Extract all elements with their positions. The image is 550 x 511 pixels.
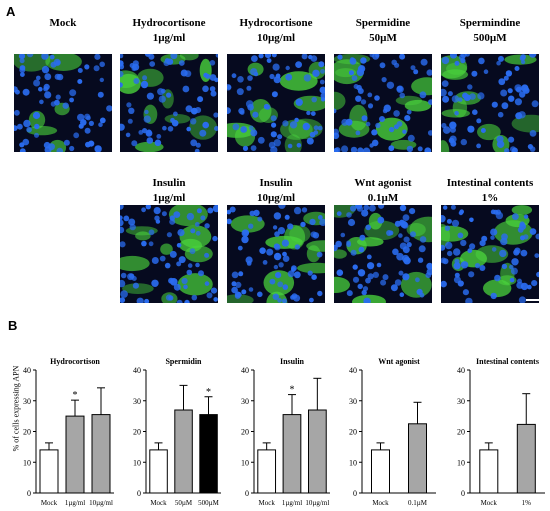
micrograph-1 (120, 54, 218, 152)
bar (91, 414, 111, 494)
bar (408, 423, 427, 494)
image-label-line2: 0.1µM (367, 192, 399, 204)
significance-star: * (290, 385, 295, 396)
y-tick-label: 30 (241, 397, 249, 406)
y-tick-label: 10 (349, 458, 357, 467)
image-label-line2: 500µM (473, 32, 507, 44)
y-tick-label: 0 (245, 489, 249, 498)
y-tick-label: 0 (461, 489, 465, 498)
bar (371, 449, 390, 494)
image-label-line2: 1µg/ml (152, 192, 186, 204)
y-tick-label: 20 (349, 428, 357, 437)
micrograph-0 (14, 54, 112, 152)
bar (65, 415, 85, 494)
category-label: 50µM (175, 499, 193, 507)
bar (39, 449, 59, 494)
image-label-line1: Hydrocortisone (239, 17, 313, 29)
y-tick-label: 10 (457, 458, 465, 467)
micrograph-4 (441, 54, 539, 152)
image-label-line2: 1% (481, 192, 499, 204)
y-tick-label: 30 (133, 397, 141, 406)
image-label-line1: Intestinal contents (446, 177, 534, 189)
image-label-line2: 1µg/ml (152, 32, 186, 44)
category-label: 1% (522, 499, 532, 507)
y-tick-label: 40 (133, 366, 141, 375)
y-tick-label: 0 (353, 489, 357, 498)
category-label: 0.1µM (408, 499, 428, 507)
image-label-line1: Hydrocortisone (132, 17, 206, 29)
category-label: 500µM (198, 499, 220, 507)
image-label-line1: Insulin (152, 177, 186, 189)
category-label: 1µg/ml (65, 499, 85, 507)
y-tick-label: 0 (137, 489, 141, 498)
bar (308, 409, 327, 494)
bar (149, 449, 168, 494)
y-tick-label: 40 (241, 366, 249, 375)
micrograph-3 (334, 54, 432, 152)
panel-a-letter: A (6, 4, 16, 19)
image-label-line1: Spermidine (355, 17, 411, 29)
chart-title: Intestinal contents (476, 357, 539, 366)
image-label-8: Intestinal contents 1% (431, 176, 549, 206)
image-label-1: Hydrocortisone 1µg/ml (110, 16, 228, 46)
category-label: Mock (258, 499, 275, 507)
y-tick-label: 40 (349, 366, 357, 375)
image-label-line1: Mock (49, 17, 77, 29)
micrograph-7 (334, 205, 432, 303)
bar (257, 449, 277, 494)
category-label: Mock (372, 499, 389, 507)
significance-star: * (206, 387, 211, 398)
panel-b-letter: B (8, 318, 18, 333)
y-tick-label: 0 (27, 489, 31, 498)
image-label-5: Insulin 1µg/ml (110, 176, 228, 206)
image-label-line2: 10µg/ml (256, 192, 296, 204)
y-tick-label: 20 (241, 428, 249, 437)
chart-title: Wnt agonist (378, 357, 420, 366)
chart-title: Spermidin (165, 357, 202, 366)
image-label-line2: 10µg/ml (256, 32, 296, 44)
category-label: Mock (150, 499, 167, 507)
y-tick-label: 30 (349, 397, 357, 406)
bar (479, 449, 499, 494)
y-tick-label: 30 (23, 397, 31, 406)
significance-star: * (73, 390, 78, 401)
y-tick-label: 10 (241, 458, 249, 467)
y-tick-label: 20 (457, 428, 465, 437)
y-tick-label: 10 (133, 458, 141, 467)
image-label-7: Wnt agonist 0.1µM (324, 176, 442, 206)
y-tick-label: 20 (23, 428, 31, 437)
y-tick-label: 30 (457, 397, 465, 406)
category-label: 10µg/ml (305, 499, 329, 507)
image-label-0: Mock (4, 16, 122, 31)
category-label: Mock (41, 499, 58, 507)
image-label-line2: 50µM (369, 32, 397, 44)
bar (199, 414, 218, 494)
micrograph-5 (120, 205, 218, 303)
micrograph-2 (227, 54, 325, 152)
bar (516, 423, 536, 494)
image-label-6: Insulin 10µg/ml (217, 176, 335, 206)
image-label-line1: Spermindine (459, 17, 521, 29)
image-label-3: Spermidine 50µM (324, 16, 442, 46)
image-label-2: Hydrocortisone 10µg/ml (217, 16, 335, 46)
micrograph-8 (441, 205, 539, 303)
y-tick-label: 40 (457, 366, 465, 375)
micrograph-6 (227, 205, 325, 303)
category-label: 10µg/ml (89, 499, 113, 507)
category-label: 1µg/ml (282, 499, 302, 507)
chart-title: Insulin (280, 357, 305, 366)
bar (282, 414, 302, 494)
scale-bar (526, 299, 540, 301)
image-label-4: Spermindine 500µM (431, 16, 549, 46)
y-tick-label: 10 (23, 458, 31, 467)
bar (174, 409, 193, 494)
image-label-line1: Insulin (259, 177, 293, 189)
y-tick-label: 40 (23, 366, 31, 375)
image-label-line1: Wnt agonist (354, 177, 412, 189)
category-label: Mock (481, 499, 498, 507)
chart-title: Hydrocortison (50, 357, 100, 366)
y-tick-label: 20 (133, 428, 141, 437)
